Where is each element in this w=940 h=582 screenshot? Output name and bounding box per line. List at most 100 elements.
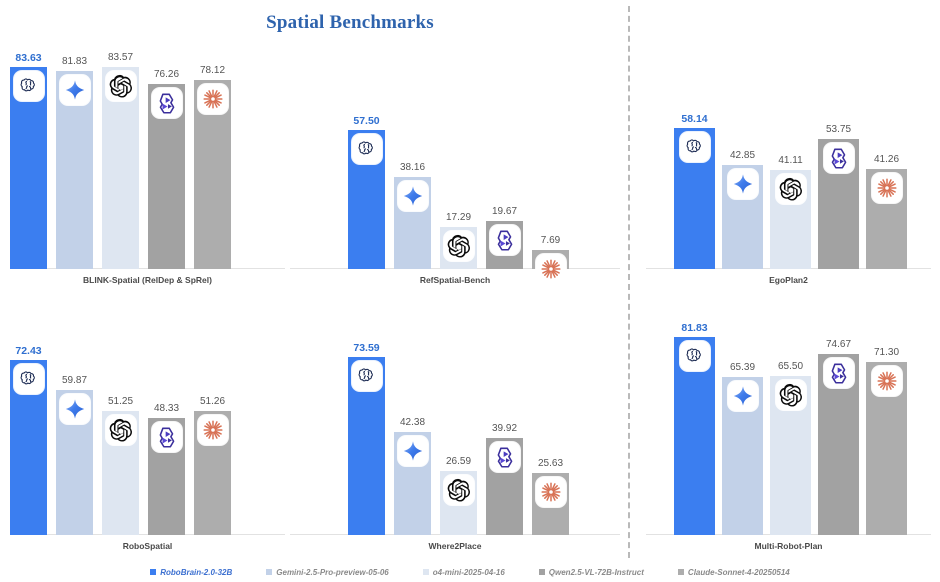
bar-5: 51.26 <box>194 396 231 535</box>
legend-swatch-icon <box>422 569 429 575</box>
claude-icon <box>535 254 566 284</box>
legend-item-3[interactable]: o4-mini-2025-04-16 <box>422 567 505 577</box>
bar-value-label: 78.12 <box>199 65 226 76</box>
legend-swatch-icon <box>266 569 273 575</box>
claude-icon <box>197 415 228 445</box>
legend-swatch-icon <box>150 569 157 575</box>
legend-label: RoboBrain-2.0-32B <box>160 567 233 577</box>
legend-label: Gemini-2.5-Pro-preview-05-06 <box>276 567 389 577</box>
legend-item-5[interactable]: Claude-Sonnet-4-20250514 <box>677 567 790 577</box>
legend-item-1[interactable]: RoboBrain-2.0-32B <box>150 568 232 577</box>
bar-value-label: 59.87 <box>61 375 88 386</box>
bar-value-label: 25.63 <box>537 458 564 469</box>
claude-icon <box>871 173 902 203</box>
bar-value-label: 74.67 <box>825 339 852 350</box>
qwen-icon <box>151 422 182 452</box>
bar-value-label: 72.43 <box>15 345 42 357</box>
bar-2: 42.38 <box>394 417 431 535</box>
bar-3: 26.59 <box>440 456 477 535</box>
x-axis-baseline <box>10 534 285 535</box>
bar-value-label: 38.16 <box>399 162 426 173</box>
bar-1: 73.59 <box>348 342 385 535</box>
gemini-sparkle-icon <box>59 75 90 105</box>
bar-value-label: 42.85 <box>729 150 756 161</box>
brain-icon <box>13 364 44 394</box>
x-axis-label: Where2Place <box>428 541 482 551</box>
bar-3: 83.57 <box>102 52 139 269</box>
gemini-sparkle-icon <box>397 181 428 211</box>
bar-value-label: 26.59 <box>445 456 472 467</box>
qwen-icon <box>489 225 520 255</box>
bar-4: 53.75 <box>818 124 859 269</box>
bar-chart-multi-robot-plan: 81.83 65.39 65.50 74.67 71.30 Multi-Robot-Pla… <box>646 296 931 551</box>
legend-swatch-icon <box>538 569 545 575</box>
openai-icon <box>443 231 474 261</box>
bar-1: 72.43 <box>10 345 47 535</box>
panel-divider <box>628 6 630 558</box>
qwen-icon <box>489 442 520 472</box>
chart-legend: RoboBrain-2.0-32B Gemini-2.5-Pro-preview-… <box>0 564 940 580</box>
bar-value-label: 81.83 <box>681 322 708 334</box>
qwen-icon <box>823 358 854 388</box>
bar-value-label: 83.63 <box>15 52 42 64</box>
bar-value-label: 57.50 <box>353 115 380 127</box>
bar-2: 65.39 <box>722 362 763 535</box>
bar-value-label: 51.25 <box>107 396 134 407</box>
bar-value-label: 41.26 <box>873 154 900 165</box>
bar-4: 48.33 <box>148 403 185 535</box>
bar-value-label: 39.92 <box>491 423 518 434</box>
bar-value-label: 53.75 <box>825 124 852 135</box>
bar-1: 58.14 <box>674 113 715 269</box>
claude-icon <box>197 84 228 114</box>
legend-label: Qwen2.5-VL-72B-Instruct <box>548 567 644 577</box>
claude-icon <box>535 477 566 507</box>
bar-chart-blink-spatial-reldep-sprel: 83.63 81.83 83.57 76.26 78.12 BLINK-Spatial (… <box>10 30 285 285</box>
bar-value-label: 83.57 <box>107 52 134 63</box>
bar-value-label: 42.38 <box>399 417 426 428</box>
bar-chart-robospatial: 72.43 59.87 51.25 48.33 51.26 RoboSpatial <box>10 296 285 551</box>
bar-5: 7.69 <box>532 235 569 284</box>
bar-value-label: 58.14 <box>681 113 708 125</box>
bar-3: 17.29 <box>440 212 477 269</box>
bar-5: 41.26 <box>866 154 907 269</box>
claude-icon <box>871 366 902 396</box>
bar-value-label: 41.11 <box>778 155 803 166</box>
brain-icon <box>679 132 710 162</box>
qwen-icon <box>823 143 854 173</box>
brain-icon <box>679 341 710 371</box>
bar-value-label: 51.26 <box>199 396 226 407</box>
bar-value-label: 65.50 <box>777 361 804 372</box>
bar-value-label: 19.67 <box>491 206 518 217</box>
bar-value-label: 76.26 <box>153 69 180 80</box>
bar-1: 81.83 <box>674 322 715 535</box>
bar-value-label: 65.39 <box>729 362 756 373</box>
bar-4: 39.92 <box>486 423 523 535</box>
bar-2: 38.16 <box>394 162 431 269</box>
openai-icon <box>775 174 806 204</box>
gemini-sparkle-icon <box>397 436 428 466</box>
bar-3: 65.50 <box>770 361 811 535</box>
brain-icon <box>351 134 382 164</box>
bar-chart-where2place: 73.59 42.38 26.59 39.92 25.63 Where2Place <box>290 296 620 551</box>
bar-1: 83.63 <box>10 52 47 269</box>
legend-item-2[interactable]: Gemini-2.5-Pro-preview-05-06 <box>266 567 389 577</box>
x-axis-label: Multi-Robot-Plan <box>754 541 823 551</box>
bar-chart-refspatial-bench: 57.50 38.16 17.29 19.67 7.69 RefSpatial-Bench <box>290 30 620 285</box>
bar-3: 51.25 <box>102 396 139 535</box>
brain-icon <box>13 71 44 101</box>
bar-chart-egoplan2: 58.14 42.85 41.11 53.75 41.26 EgoPlan2 <box>646 30 931 285</box>
x-axis-label: RoboSpatial <box>122 541 173 551</box>
x-axis-label: EgoPlan2 <box>769 275 808 285</box>
bar-4: 76.26 <box>148 69 185 269</box>
bar-5: 78.12 <box>194 65 231 269</box>
bar-5: 71.30 <box>866 347 907 535</box>
legend-label: Claude-Sonnet-4-20250514 <box>687 567 790 577</box>
bar-value-label: 73.59 <box>353 342 380 354</box>
gemini-sparkle-icon <box>727 381 758 411</box>
bar-value-label: 17.29 <box>445 212 472 223</box>
legend-label: o4-mini-2025-04-16 <box>432 567 505 577</box>
brain-icon <box>351 361 382 391</box>
x-axis-label: RefSpatial-Bench <box>419 275 491 285</box>
legend-item-4[interactable]: Qwen2.5-VL-72B-Instruct <box>538 567 644 577</box>
openai-icon <box>443 475 474 505</box>
